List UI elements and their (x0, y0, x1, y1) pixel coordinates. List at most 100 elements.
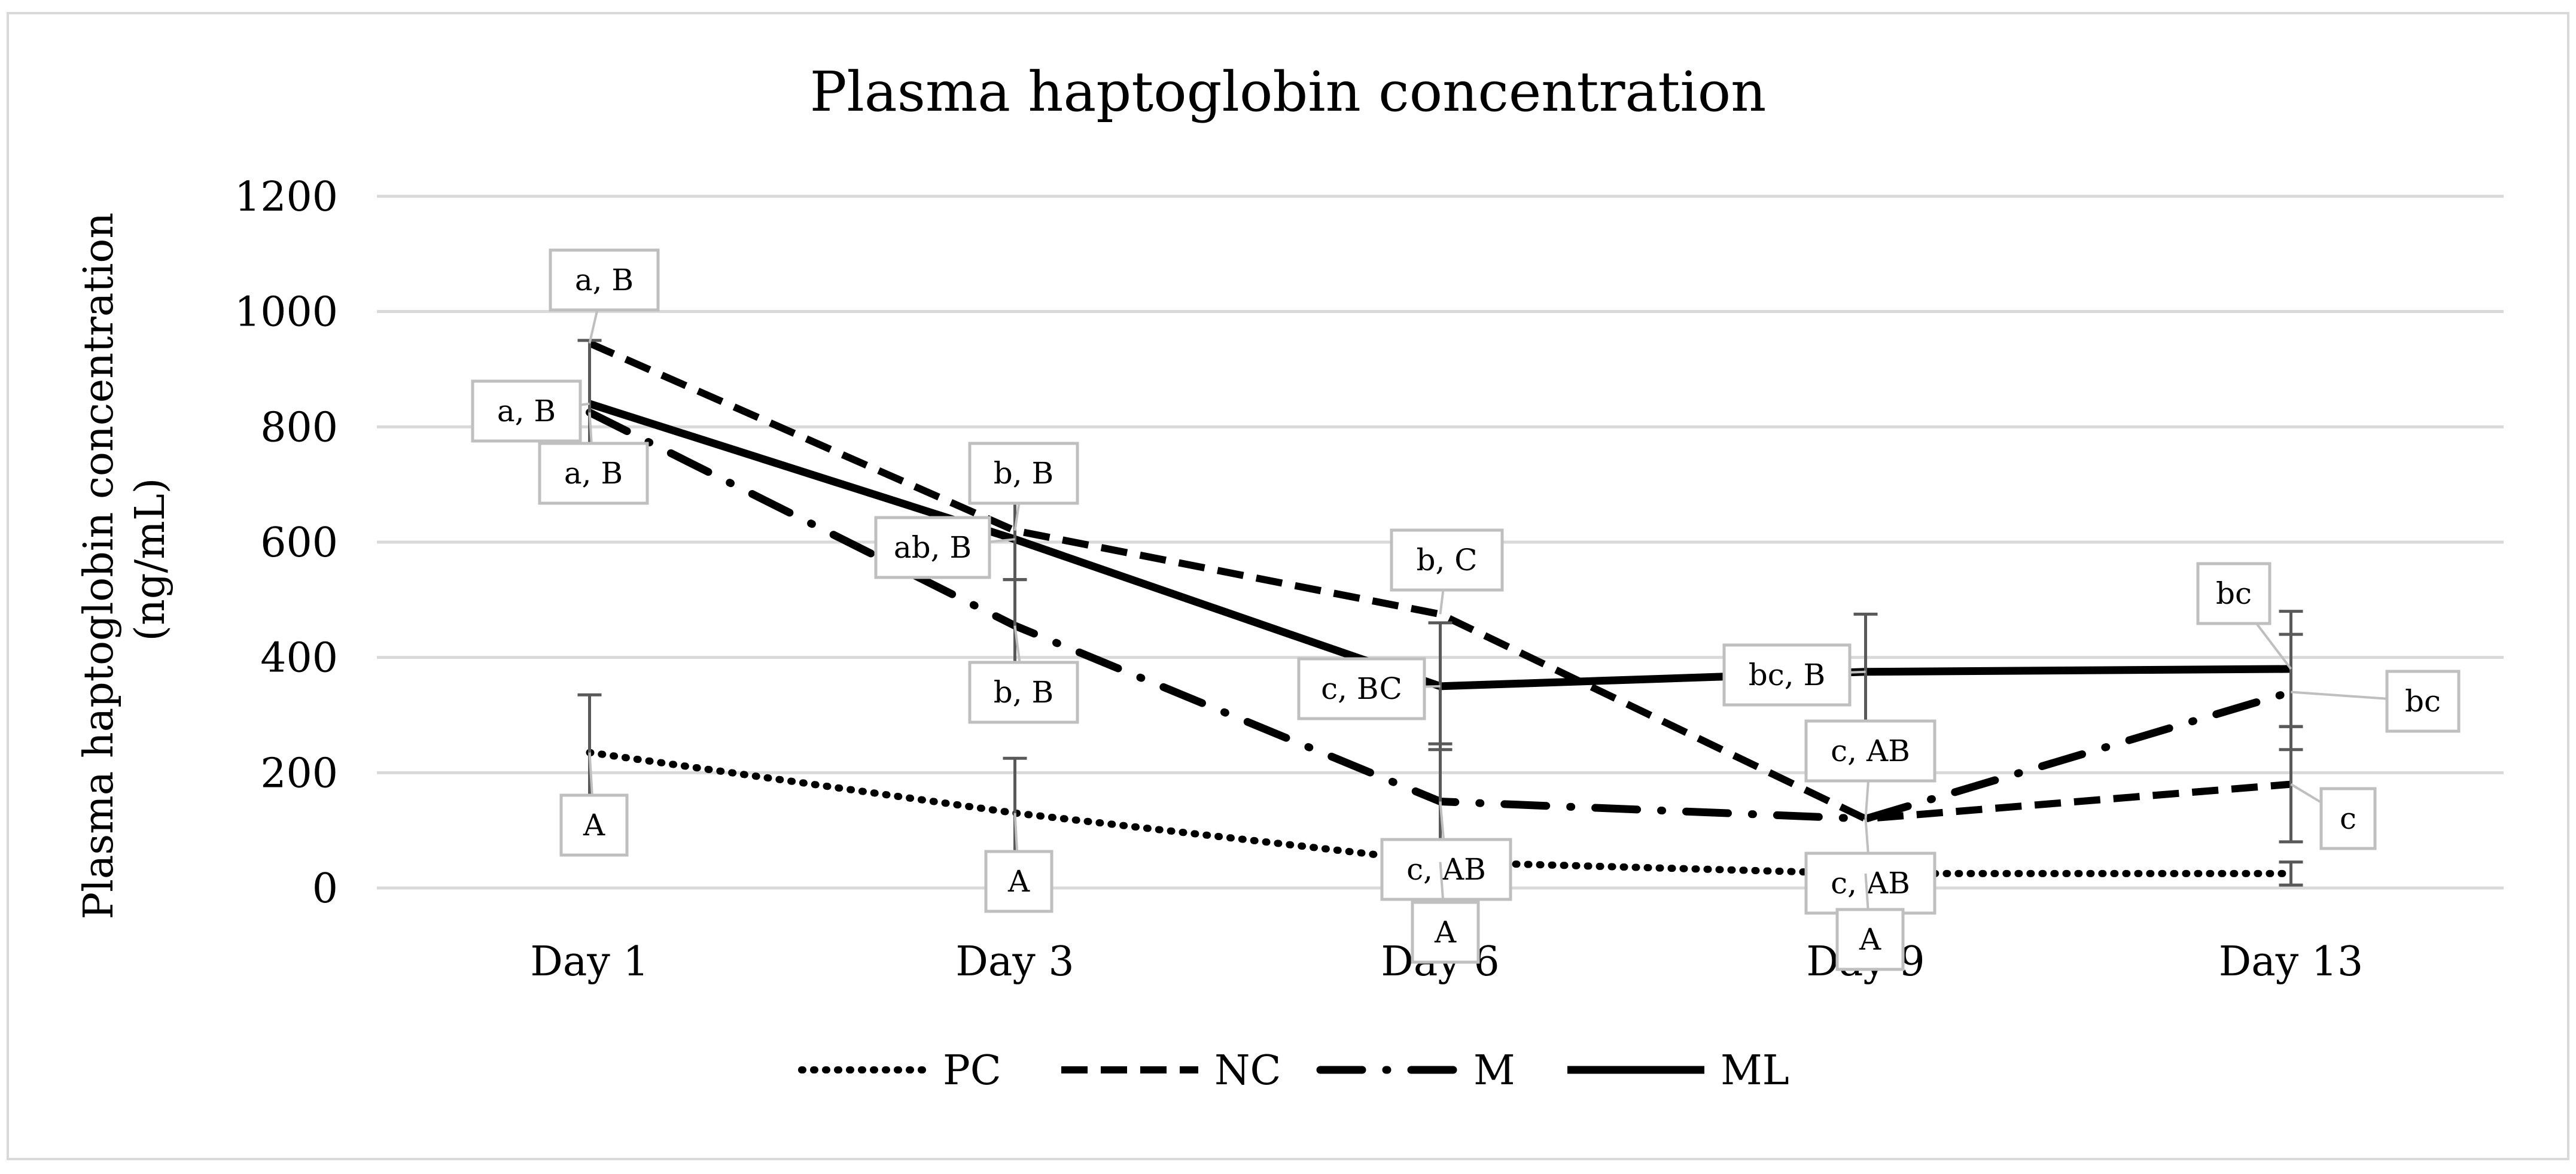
data-label: A (984, 813, 1053, 913)
data-label-box (1380, 838, 1512, 901)
data-label: a, B (471, 379, 590, 443)
data-label-box (2196, 562, 2271, 625)
data-label-box (1835, 908, 1905, 971)
data-label: b, B (968, 625, 1079, 724)
data-label-text: a, B (575, 263, 634, 297)
data-label-text: bc, B (1749, 658, 1826, 692)
data-label-box (984, 850, 1053, 913)
legend: PC NC M ML (798, 1047, 1789, 1094)
y-tick-label: 1200 (235, 174, 338, 221)
data-label: c, BC (1297, 657, 1441, 720)
data-label-text: A (1007, 864, 1030, 899)
data-label-leader (580, 402, 590, 406)
data-label-box (1411, 901, 1480, 964)
data-label: a, B (549, 248, 660, 344)
data-label-text: c (2340, 801, 2356, 836)
data-label-text: c, AB (1406, 852, 1486, 887)
x-tick-label: Day 3 (955, 938, 1074, 986)
y-axis-ticks: 0 200 400 600 800 1000 1200 (235, 174, 338, 913)
data-label: A (1411, 862, 1480, 964)
data-label-leader (588, 412, 593, 444)
y-tick-label: 800 (260, 404, 338, 451)
data-label: b, C (1390, 528, 1504, 615)
data-label-leader (2290, 783, 2322, 804)
legend-label: PC (943, 1047, 1001, 1094)
data-label-text: A (1434, 915, 1457, 950)
data-label-text: bc (2216, 576, 2252, 611)
data-label-box (471, 379, 582, 443)
data-label-box (874, 516, 991, 579)
data-label-leader (1013, 503, 1021, 531)
data-label-text: A (583, 808, 605, 843)
legend-entry-ml: ML (1567, 1047, 1789, 1094)
legend-label: M (1473, 1047, 1515, 1094)
data-label: a, B (538, 412, 649, 505)
data-label-leader (1864, 819, 1869, 854)
data-label: c, AB (1804, 819, 1936, 915)
data-label-text: b, B (994, 456, 1054, 491)
data-label-leader (1424, 685, 1441, 688)
data-label: A (1835, 873, 1905, 971)
data-label-box (559, 793, 629, 857)
series-line-pc (586, 749, 2295, 877)
data-label: c (2290, 783, 2377, 850)
data-label-text: c, AB (1831, 866, 1910, 901)
data-label-leader (1849, 670, 1866, 674)
legend-label: NC (1214, 1047, 1281, 1094)
data-label: bc (2196, 562, 2292, 670)
y-tick-label: 200 (260, 750, 338, 797)
y-tick-label: 600 (260, 519, 338, 567)
y-axis-title: Plasma haptoglobin concentration (ng/mL) (75, 199, 174, 919)
data-label-leader (1864, 873, 1869, 910)
y-tick-label: 0 (312, 865, 338, 913)
chart-frame (7, 12, 2569, 1160)
data-label-leader (1013, 625, 1021, 663)
data-label-box (1297, 657, 1426, 720)
data-label: A (559, 752, 629, 857)
data-label-callouts: a, Ba, Ba, BAb, Bab, Bb, BAb, Cc, BCc, A… (471, 248, 2461, 971)
legend-entry-m: M (1316, 1047, 1515, 1094)
y-axis-title-line-1: Plasma haptoglobin concentration (75, 212, 123, 920)
data-label-leader (1439, 801, 1445, 840)
data-label-text: bc (2405, 684, 2441, 719)
data-label-leader (989, 538, 1015, 543)
series-line-nc (588, 340, 2291, 823)
data-label: c, AB (1380, 801, 1512, 901)
data-label-text: a, B (564, 456, 623, 491)
data-label-box (968, 442, 1079, 505)
error-bar (2279, 860, 2303, 887)
data-label-box (1390, 528, 1504, 592)
data-label-box (549, 248, 660, 312)
data-label-box (538, 442, 649, 505)
legend-entry-pc: PC (798, 1047, 1001, 1094)
y-axis-title-line-2: (ng/mL) (127, 478, 174, 641)
x-tick-label: Day 1 (530, 938, 648, 986)
legend-label: ML (1721, 1047, 1789, 1094)
data-label: c, AB (1804, 719, 1936, 819)
data-label-box (968, 661, 1079, 724)
data-label-leader (1439, 862, 1445, 903)
data-label-text: c, AB (1831, 734, 1910, 768)
data-label-leader (2291, 691, 2388, 700)
data-label-text: ab, B (894, 530, 972, 565)
data-label-text: a, B (497, 394, 556, 428)
data-label-box (2319, 787, 2377, 850)
data-label-leader (588, 752, 593, 796)
data-label-text: c, BC (1321, 671, 1402, 706)
data-label-leader (2255, 622, 2292, 670)
data-label-text: b, B (994, 675, 1054, 710)
y-tick-label: 400 (260, 635, 338, 682)
data-label-text: A (1859, 922, 1881, 957)
data-label: ab, B (874, 516, 1015, 579)
data-label-box (1722, 643, 1852, 707)
data-label-leader (1439, 589, 1445, 615)
data-label: b, B (968, 442, 1079, 531)
data-label-leader (588, 309, 599, 344)
y-tick-label: 1000 (235, 289, 338, 336)
data-label: bc, B (1722, 643, 1866, 707)
data-label-box (1804, 851, 1936, 915)
data-label-leader (1013, 813, 1019, 852)
data-label: bc (2291, 670, 2461, 733)
